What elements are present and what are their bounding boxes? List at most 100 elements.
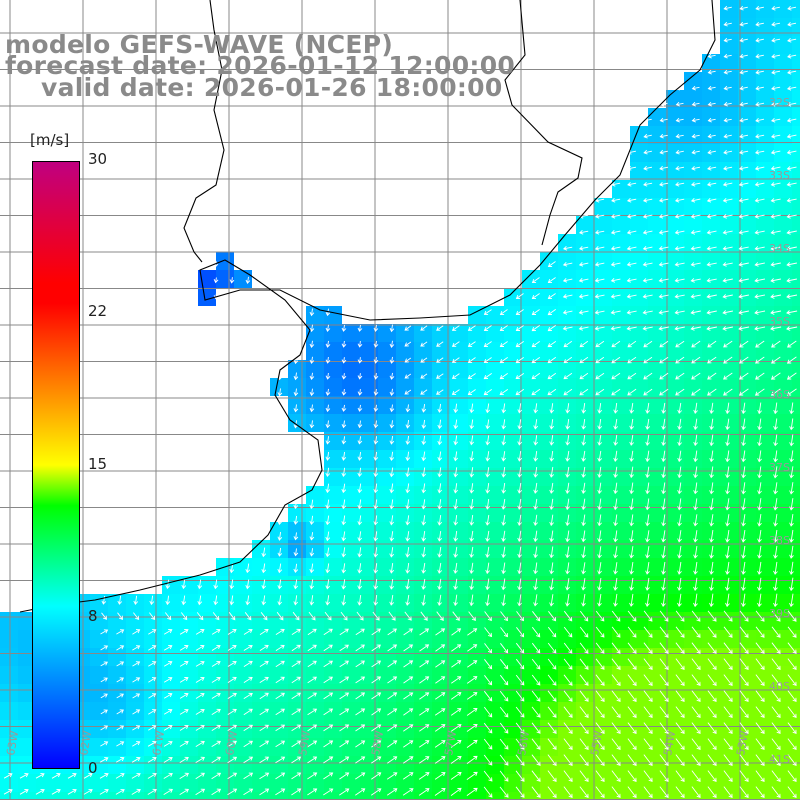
wind-arrow bbox=[547, 372, 557, 380]
wind-arrow bbox=[755, 722, 765, 735]
wind-cell bbox=[558, 756, 576, 774]
wind-arrow bbox=[787, 37, 797, 43]
wind-arrow bbox=[707, 388, 717, 396]
wind-arrow bbox=[675, 356, 685, 364]
wind-arrow bbox=[755, 754, 765, 767]
wind-arrow bbox=[611, 674, 621, 687]
wind-arrow bbox=[405, 594, 411, 606]
wind-cell bbox=[432, 360, 450, 378]
wind-cell bbox=[576, 594, 594, 612]
wind-arrow bbox=[565, 498, 570, 511]
wind-arrow bbox=[355, 756, 366, 764]
wind-arrow bbox=[787, 658, 797, 671]
wind-arrow bbox=[499, 754, 509, 766]
wind-arrow bbox=[741, 593, 746, 608]
wind-cell bbox=[450, 504, 468, 522]
wind-arrow bbox=[757, 498, 762, 511]
wind-arrow bbox=[341, 467, 347, 478]
wind-cell bbox=[342, 504, 360, 522]
wind-arrow bbox=[485, 562, 490, 575]
wind-cell bbox=[252, 702, 270, 720]
wind-cell bbox=[576, 342, 594, 360]
wind-arrow bbox=[420, 389, 428, 395]
wind-cell bbox=[630, 594, 648, 612]
wind-cell bbox=[414, 594, 432, 612]
wind-arrow bbox=[323, 676, 333, 684]
wind-arrow bbox=[771, 340, 781, 348]
wind-cell bbox=[306, 720, 324, 738]
wind-arrow bbox=[451, 357, 460, 363]
wind-arrow bbox=[373, 483, 379, 494]
wind-arrow bbox=[754, 165, 765, 171]
wind-arrow bbox=[562, 309, 573, 315]
wind-arrow bbox=[789, 434, 794, 447]
wind-cell bbox=[450, 360, 468, 378]
wind-arrow bbox=[229, 595, 235, 606]
wind-arrow bbox=[418, 772, 430, 780]
wind-arrow bbox=[739, 101, 748, 107]
wind-arrow bbox=[675, 197, 685, 203]
wind-cell bbox=[162, 594, 180, 612]
wind-arrow bbox=[787, 786, 797, 799]
wind-arrow bbox=[211, 660, 221, 667]
wind-arrow bbox=[690, 181, 701, 187]
wind-arrow bbox=[421, 404, 427, 413]
wind-arrow bbox=[739, 690, 749, 703]
wind-arrow bbox=[309, 420, 315, 429]
wind-arrow bbox=[515, 786, 525, 798]
wind-arrow bbox=[690, 310, 701, 315]
wind-cell bbox=[504, 504, 522, 522]
wind-cell bbox=[360, 360, 378, 378]
wind-cell bbox=[414, 504, 432, 522]
wind-arrow bbox=[770, 165, 781, 171]
wind-arrow bbox=[259, 644, 269, 651]
wind-cell bbox=[576, 306, 594, 324]
wind-arrow bbox=[675, 690, 685, 703]
wind-arrow bbox=[453, 546, 459, 558]
wind-arrow bbox=[467, 373, 476, 379]
wind-arrow bbox=[373, 373, 379, 380]
wind-cell bbox=[0, 702, 18, 720]
wind-cell bbox=[360, 630, 378, 648]
wind-cell bbox=[684, 720, 702, 738]
wind-cell bbox=[774, 18, 792, 36]
wind-cell bbox=[738, 72, 756, 90]
wind-arrow bbox=[243, 772, 254, 780]
wind-cell bbox=[630, 774, 648, 792]
wind-arrow bbox=[260, 612, 268, 621]
wind-cell bbox=[360, 756, 378, 774]
wind-arrow bbox=[501, 482, 507, 494]
border-uruguay-argentina bbox=[183, 0, 225, 263]
wind-arrow bbox=[341, 451, 347, 461]
wind-cell bbox=[684, 792, 702, 800]
wind-arrow bbox=[613, 593, 618, 607]
wind-cell bbox=[522, 774, 540, 792]
wind-arrow bbox=[549, 482, 555, 494]
wind-arrow bbox=[675, 149, 684, 155]
wind-arrow bbox=[229, 579, 235, 590]
wind-arrow bbox=[501, 498, 507, 510]
wind-arrow bbox=[547, 341, 557, 348]
wind-cell bbox=[720, 684, 738, 702]
wind-arrow bbox=[597, 466, 602, 479]
wind-arrow bbox=[389, 578, 395, 590]
wind-cell bbox=[648, 450, 666, 468]
wind-arrow bbox=[739, 738, 749, 751]
wind-cell bbox=[540, 432, 558, 450]
wind-arrow bbox=[661, 577, 666, 591]
wind-arrow bbox=[163, 677, 173, 683]
wind-cell bbox=[180, 684, 198, 702]
wind-cell bbox=[396, 774, 414, 792]
wind-cell bbox=[792, 342, 800, 360]
wind-cell bbox=[738, 234, 756, 252]
wind-cell bbox=[396, 648, 414, 666]
wind-arrow bbox=[116, 629, 125, 635]
wind-arrow bbox=[339, 628, 349, 636]
wind-arrow bbox=[99, 757, 109, 763]
wind-arrow bbox=[275, 644, 285, 651]
wind-arrow bbox=[323, 692, 334, 700]
wind-cell bbox=[720, 126, 738, 144]
wind-arrow bbox=[611, 754, 621, 767]
wind-arrow bbox=[595, 722, 605, 735]
wind-cell bbox=[54, 774, 72, 792]
